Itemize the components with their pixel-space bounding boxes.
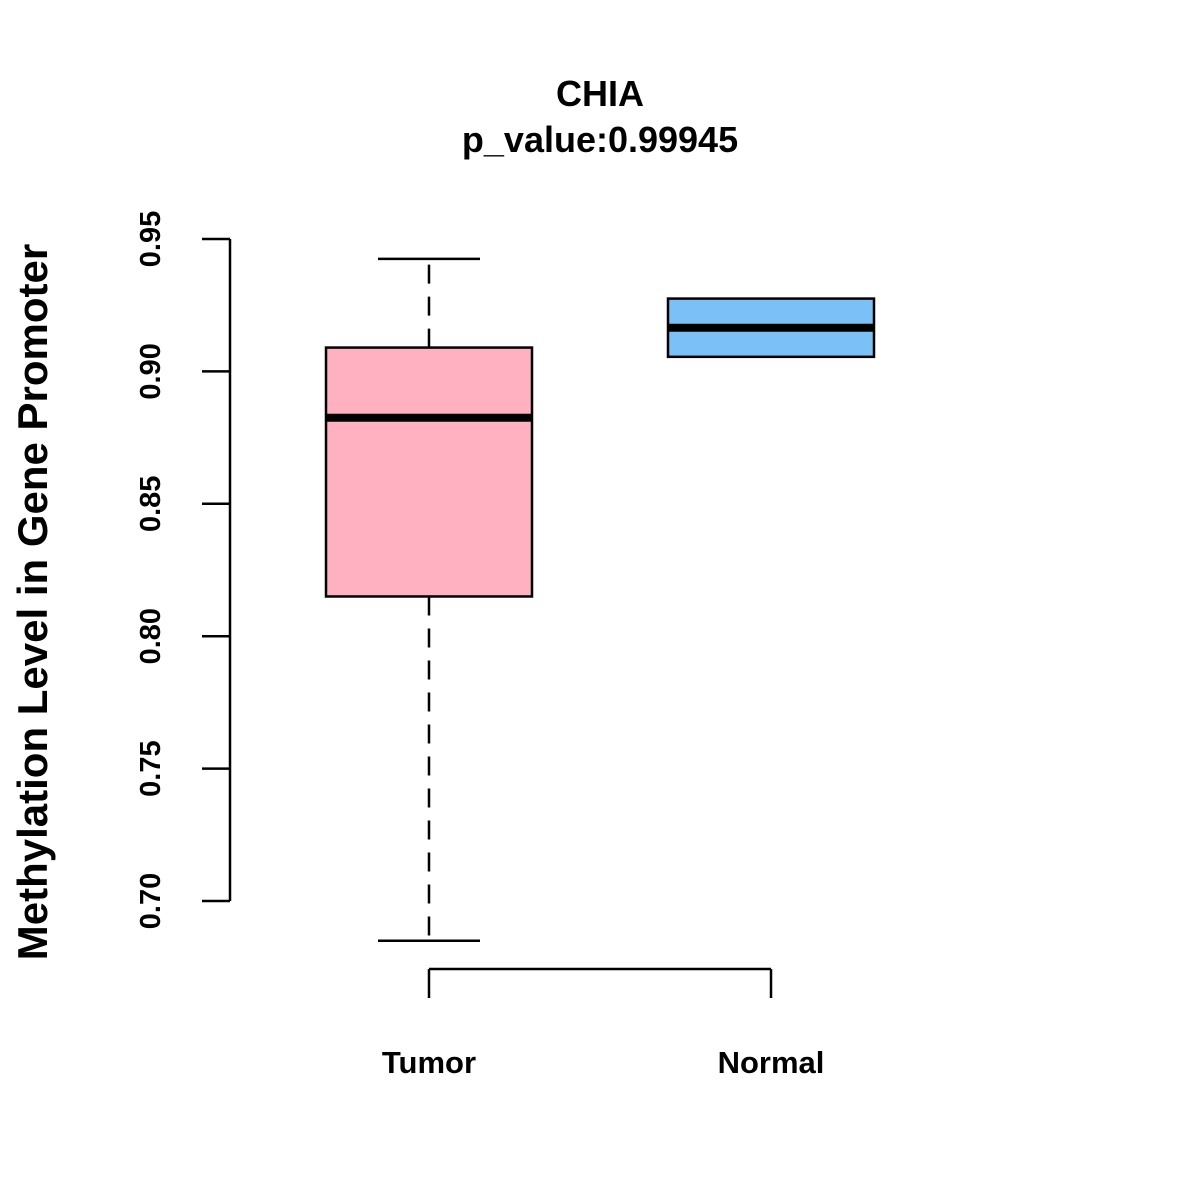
box-normal	[666, 297, 876, 359]
y-tick-label: 0.95	[135, 211, 167, 267]
y-tick-label: 0.75	[135, 740, 167, 796]
box-tumor	[324, 257, 534, 942]
y-tick-label: 0.80	[135, 608, 167, 664]
box-iqr	[324, 346, 534, 598]
x-category-label: Tumor	[382, 1045, 476, 1080]
y-tick-label: 0.85	[135, 476, 167, 532]
y-tick-label: 0.90	[135, 343, 167, 399]
x-axis: Tumor Normal	[382, 967, 825, 1080]
x-category-label: Normal	[718, 1045, 825, 1080]
y-axis-label: Methylation Level in Gene Promoter	[9, 244, 56, 960]
chart-title: CHIA	[556, 73, 644, 114]
y-tick-label: 0.70	[135, 873, 167, 929]
chart-subtitle: p_value:0.99945	[462, 119, 738, 160]
y-axis: 0.70 0.75 0.80 0.85 0.90 0.95	[135, 211, 232, 929]
boxes-group	[324, 257, 876, 942]
